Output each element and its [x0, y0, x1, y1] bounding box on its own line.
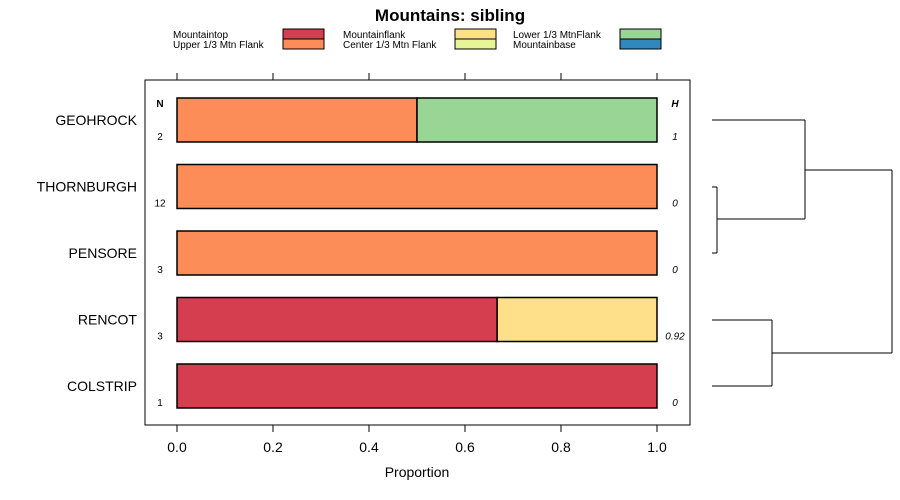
- h-value: 0: [672, 398, 678, 409]
- row-label: THORNBURGH: [37, 179, 137, 195]
- legend-label-mountainbase: Mountainbase: [513, 40, 576, 51]
- bar-segment-mountainflank: [496, 296, 658, 343]
- x-axis-label: Proportion: [385, 464, 450, 480]
- legend-label-mountainflank: Mountainflank: [343, 30, 406, 41]
- plot-panel: [144, 79, 691, 426]
- legend-label-center-1-3-mtn-flank: Center 1/3 Mtn Flank: [343, 40, 437, 51]
- row-colstrip: COLSTRIP 1 0: [67, 363, 678, 409]
- legend-swatch-center-1-3-mtn-flank: [454, 38, 497, 50]
- x-tick-label-0-2: 0.2: [263, 439, 283, 455]
- bar-segment-upper-1-3-mtn-flank: [176, 230, 658, 276]
- n-count: 12: [154, 199, 166, 210]
- bar-segment-upper-1-3-mtn-flank: [176, 163, 658, 210]
- h-column-header: H: [671, 99, 679, 110]
- x-axis: 0.0 0.2 0.4 0.6 0.8 1.0: [167, 425, 667, 455]
- bar-segment-mountaintop: [176, 363, 658, 409]
- h-value: 0: [672, 199, 678, 210]
- row-rencot: RENCOT 3 0.92: [78, 296, 685, 343]
- bar-segment-lower-1-3-mtnflank: [416, 97, 658, 143]
- legend-swatch-lower-1-3-mtnflank: [619, 28, 662, 40]
- legend-label-upper-1-3-mtn-flank: Upper 1/3 Mtn Flank: [173, 40, 265, 51]
- top-ticks: [176, 73, 658, 80]
- legend-label-mountaintop: Mountaintop: [173, 30, 228, 41]
- h-value: 0.92: [665, 332, 685, 343]
- n-column-header: N: [156, 99, 163, 110]
- h-value: 0: [672, 265, 678, 276]
- n-count: 2: [157, 132, 163, 143]
- n-count: 3: [157, 265, 163, 276]
- bar-segment-upper-1-3-mtn-flank: [176, 97, 418, 143]
- bar-rows: GEOHROCK 2 1 THORNBURGH 12 0 PENSORE 3 0 RENCOT 3 0…: [37, 97, 685, 409]
- legend-swatch-mountainflank: [454, 28, 497, 40]
- x-tick-label-0-4: 0.4: [359, 439, 379, 455]
- legend-swatch-upper-1-3-mtn-flank: [282, 38, 325, 50]
- row-pensore: PENSORE 3 0: [69, 230, 678, 276]
- dendrogram: [712, 119, 893, 387]
- legend-label-lower-1-3-mtnflank: Lower 1/3 MtnFlank: [513, 30, 602, 41]
- legend-swatch-mountainbase: [619, 38, 662, 50]
- n-count: 3: [157, 332, 163, 343]
- row-label: COLSTRIP: [67, 378, 137, 394]
- row-label: GEOHROCK: [55, 112, 137, 128]
- h-value: 1: [672, 132, 678, 143]
- bar-segment-mountaintop: [176, 296, 498, 343]
- row-label: RENCOT: [78, 312, 138, 328]
- x-tick-label-1-0: 1.0: [647, 439, 667, 455]
- x-tick-label-0-6: 0.6: [455, 439, 475, 455]
- x-tick-label-0-0: 0.0: [167, 439, 187, 455]
- row-geohrock: GEOHROCK 2 1: [55, 97, 678, 143]
- x-tick-label-0-8: 0.8: [551, 439, 571, 455]
- row-label: PENSORE: [69, 245, 137, 261]
- legend-swatch-mountaintop: [282, 28, 325, 40]
- n-count: 1: [157, 398, 163, 409]
- chart-title: Mountains: sibling: [375, 6, 525, 25]
- row-thornburgh: THORNBURGH 12 0: [37, 163, 678, 210]
